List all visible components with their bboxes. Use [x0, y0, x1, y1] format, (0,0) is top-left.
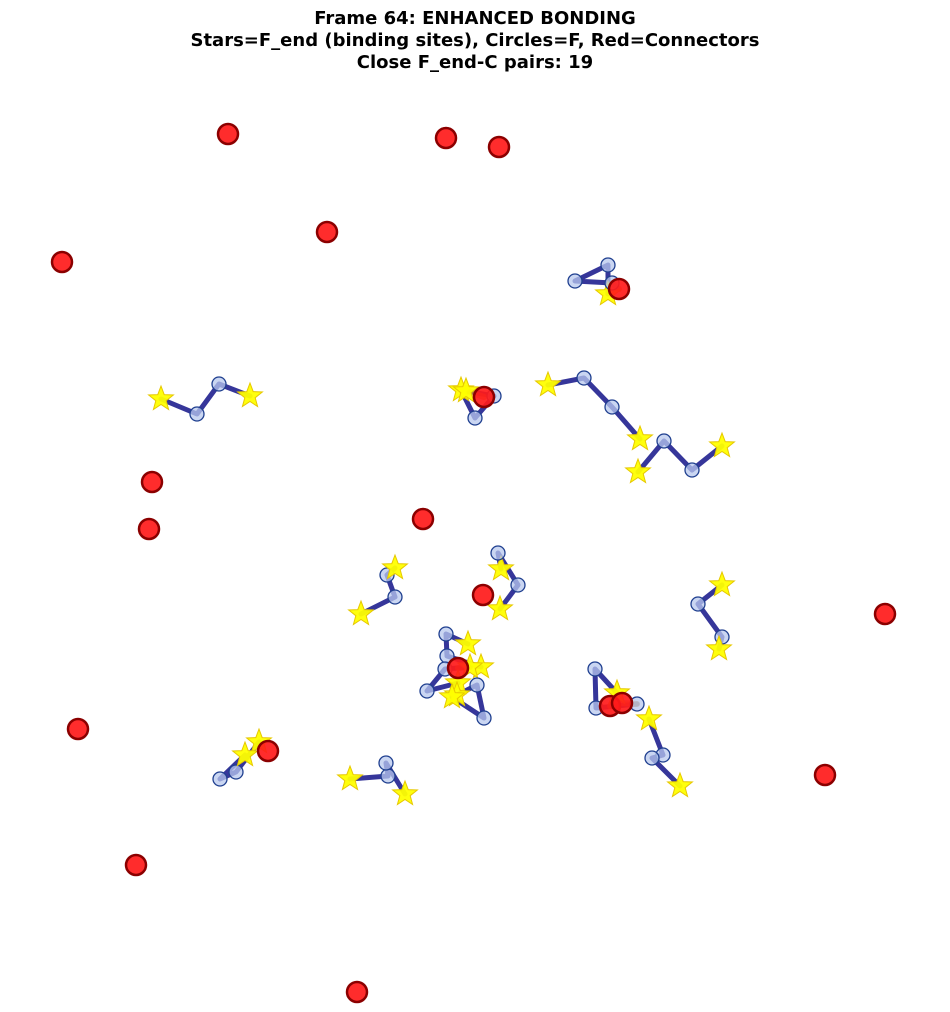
chain-line: [635, 438, 725, 475]
node-layer: [147, 257, 736, 806]
connector-marker: [315, 220, 339, 244]
connector-marker: [66, 717, 90, 741]
chain-line: [449, 682, 487, 721]
f-end-star-marker: [438, 682, 466, 709]
connector-layer: [50, 122, 897, 1004]
f-node-marker: [600, 257, 616, 273]
f-end-star-marker: [347, 599, 375, 626]
f-end-star-marker: [452, 376, 480, 403]
connector-marker: [487, 135, 511, 159]
connector-marker: [472, 385, 496, 409]
connector-marker: [124, 853, 148, 877]
f-end-star-marker: [624, 457, 652, 484]
f-node-marker: [189, 406, 205, 422]
f-node-marker: [438, 626, 454, 642]
title-line-1: Frame 64: ENHANCED BONDING: [314, 8, 636, 29]
connector-marker: [411, 507, 435, 531]
f-end-star-marker: [231, 740, 259, 767]
f-end-star-marker: [391, 779, 419, 806]
connector-marker: [434, 126, 458, 150]
connector-marker: [50, 250, 74, 274]
f-end-star-marker: [487, 554, 515, 581]
f-node-marker: [467, 410, 483, 426]
connector-marker: [137, 517, 161, 541]
f-node-marker: [212, 771, 228, 787]
f-end-star-marker: [626, 424, 654, 451]
f-node-marker: [490, 545, 506, 561]
connector-marker: [216, 122, 240, 146]
connector-marker: [256, 739, 280, 763]
f-node-marker: [684, 462, 700, 478]
f-end-star-marker: [708, 431, 736, 458]
chart-title: Frame 64: ENHANCED BONDING Stars=F_end (…: [0, 8, 950, 74]
f-node-marker: [378, 755, 394, 771]
f-node-marker: [380, 768, 396, 784]
chain-line: [158, 381, 253, 417]
connector-marker: [140, 470, 164, 494]
f-node-marker: [587, 661, 603, 677]
f-node-marker: [644, 750, 660, 766]
f-node-marker: [211, 376, 227, 392]
f-node-marker: [469, 677, 485, 693]
f-end-star-marker: [635, 704, 663, 731]
connector-marker: [610, 691, 634, 715]
f-end-star-marker: [486, 594, 514, 621]
connector-marker: [607, 277, 631, 301]
f-node-marker: [576, 370, 592, 386]
f-end-star-marker: [381, 553, 409, 580]
f-end-star-marker: [705, 634, 733, 661]
bond-layer: [455, 280, 640, 709]
connector-marker: [345, 980, 369, 1004]
connector-marker: [471, 583, 495, 607]
f-node-marker: [228, 764, 244, 780]
f-end-star-marker: [236, 381, 264, 408]
title-line-2: Stars=F_end (binding sites), Circles=F, …: [190, 30, 760, 51]
f-node-marker: [656, 433, 672, 449]
f-end-star-marker: [534, 370, 562, 397]
f-node-marker: [690, 596, 706, 612]
f-node-marker: [476, 710, 492, 726]
f-end-star-marker: [336, 764, 364, 791]
f-end-star-marker: [454, 629, 482, 656]
f-node-marker: [419, 683, 435, 699]
connector-marker: [813, 763, 837, 787]
connector-marker: [873, 602, 897, 626]
f-end-star-marker: [666, 771, 694, 798]
chain-line: [545, 375, 643, 442]
f-node-marker: [567, 273, 583, 289]
f-node-marker: [510, 577, 526, 593]
f-node-marker: [604, 399, 620, 415]
f-end-star-marker: [708, 570, 736, 597]
f-node-marker: [387, 589, 403, 605]
connector-marker: [446, 656, 470, 680]
title-line-3: Close F_end-C pairs: 19: [356, 52, 594, 73]
f-end-star-marker: [147, 384, 175, 411]
